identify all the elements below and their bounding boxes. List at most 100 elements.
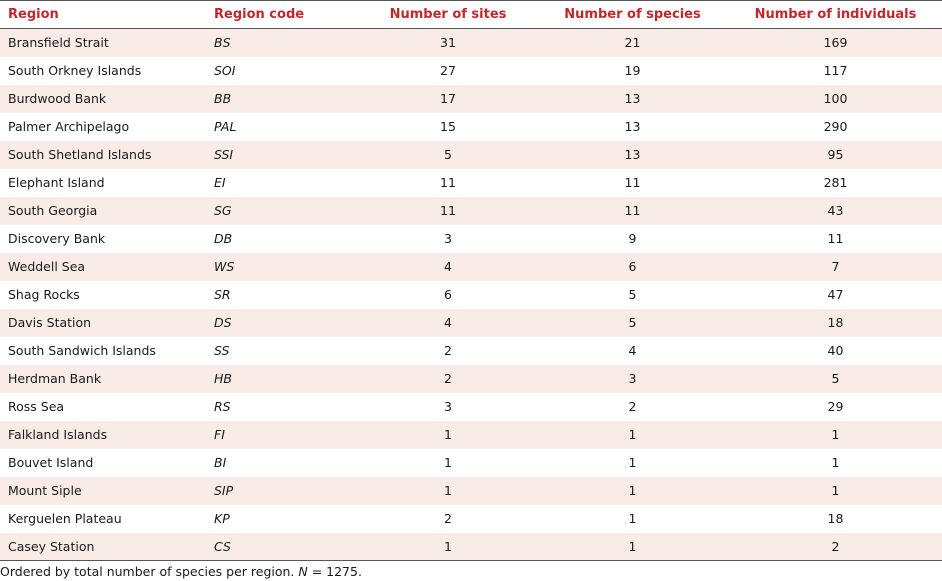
- cell-number-of-species: 5: [628, 315, 637, 330]
- cell-number-of-species: 13: [624, 147, 641, 162]
- regions-table-container: Region Region code Number of sites Numbe…: [0, 0, 942, 561]
- cell-number-of-species: 4: [628, 343, 637, 358]
- footnote-n-symbol: N: [298, 564, 308, 579]
- cell-number-of-species: 3: [628, 371, 637, 386]
- cell-number-of-sites: 11: [440, 175, 456, 190]
- cell-region-code: BB: [214, 91, 232, 106]
- cell-number-of-species: 13: [624, 119, 641, 134]
- cell-number-of-species: 2: [628, 399, 637, 414]
- cell-number-of-sites: 4: [444, 259, 452, 274]
- table-footnote: Ordered by total number of species per r…: [0, 564, 362, 579]
- cell-number-of-sites: 3: [444, 399, 452, 414]
- cell-region: South Georgia: [8, 203, 98, 218]
- cell-number-of-sites: 27: [440, 63, 456, 78]
- cell-region: Ross Sea: [8, 399, 65, 414]
- cell-number-of-sites: 1: [444, 455, 452, 470]
- cell-number-of-sites: 2: [444, 511, 452, 526]
- cell-number-of-individuals: 11: [827, 231, 844, 246]
- table-row: Ross Sea RS 3 2 29: [0, 392, 942, 421]
- cell-number-of-individuals: 2: [831, 538, 840, 554]
- cell-number-of-sites: 3: [444, 231, 452, 246]
- table-row: Shag Rocks SR 6 5 47: [0, 280, 942, 309]
- cell-region: South Orkney Islands: [8, 63, 142, 78]
- cell-region-code: KP: [214, 511, 230, 526]
- table-row: Bransfield Strait BS 31 21 169: [0, 28, 942, 57]
- cell-number-of-individuals: 5: [831, 371, 840, 386]
- cell-number-of-species: 11: [624, 203, 641, 218]
- cell-region: Herdman Bank: [8, 371, 102, 386]
- cell-region: Shag Rocks: [8, 287, 80, 302]
- cell-region-code: EI: [214, 175, 226, 190]
- header-number-of-sites: Number of sites: [389, 7, 507, 22]
- cell-number-of-individuals: 1: [831, 483, 840, 498]
- cell-region-code: PAL: [214, 119, 237, 134]
- cell-region-code: SG: [214, 203, 232, 218]
- cell-region: Bransfield Strait: [8, 35, 109, 51]
- cell-region: Palmer Archipelago: [8, 119, 130, 134]
- cell-region: South Shetland Islands: [8, 147, 152, 162]
- cell-number-of-sites: 2: [444, 343, 452, 358]
- cell-region: South Sandwich Islands: [8, 343, 156, 358]
- cell-number-of-sites: 17: [440, 91, 456, 106]
- cell-region: Kerguelen Plateau: [8, 511, 122, 526]
- cell-region-code: RS: [214, 399, 231, 414]
- cell-region-code: SSI: [214, 147, 234, 162]
- header-number-of-species: Number of species: [564, 7, 701, 22]
- cell-number-of-species: 21: [624, 35, 641, 51]
- cell-region: Mount Siple: [8, 483, 82, 498]
- cell-number-of-species: 6: [628, 259, 637, 274]
- cell-number-of-sites: 1: [444, 483, 452, 498]
- table-row: South Orkney Islands SOI 27 19 117: [0, 56, 942, 85]
- cell-number-of-species: 1: [628, 483, 637, 498]
- cell-number-of-individuals: 281: [823, 175, 848, 190]
- cell-number-of-sites: 15: [440, 119, 456, 134]
- cell-number-of-sites: 11: [440, 203, 456, 218]
- cell-number-of-species: 9: [628, 231, 637, 246]
- cell-number-of-species: 1: [628, 427, 637, 442]
- regions-table: Region Region code Number of sites Numbe…: [0, 0, 942, 561]
- table-row: Herdman Bank HB 2 3 5: [0, 364, 942, 393]
- table-row: Bouvet Island BI 1 1 1: [0, 448, 942, 477]
- table-row: Casey Station CS 1 1 2: [0, 532, 942, 561]
- cell-number-of-individuals: 117: [823, 63, 848, 78]
- cell-number-of-individuals: 47: [827, 287, 844, 302]
- cell-number-of-individuals: 7: [831, 259, 840, 274]
- table-row: Falkland Islands FI 1 1 1: [0, 420, 942, 449]
- cell-number-of-individuals: 100: [823, 91, 848, 106]
- cell-number-of-individuals: 40: [827, 343, 844, 358]
- cell-region: Elephant Island: [8, 175, 105, 190]
- cell-number-of-species: 19: [624, 63, 641, 78]
- cell-number-of-individuals: 18: [827, 511, 844, 526]
- cell-number-of-species: 1: [628, 455, 637, 470]
- table-row: Weddell Sea WS 4 6 7: [0, 252, 942, 281]
- cell-region-code: SR: [214, 287, 231, 302]
- cell-region-code: FI: [214, 427, 225, 442]
- cell-number-of-individuals: 18: [827, 315, 844, 330]
- cell-number-of-sites: 31: [440, 35, 456, 51]
- cell-number-of-individuals: 43: [827, 203, 844, 218]
- cell-number-of-individuals: 1: [831, 455, 840, 470]
- cell-region: Discovery Bank: [8, 231, 106, 246]
- cell-number-of-individuals: 95: [827, 147, 844, 162]
- cell-number-of-species: 11: [624, 175, 641, 190]
- cell-number-of-sites: 6: [444, 287, 452, 302]
- cell-number-of-sites: 2: [444, 371, 452, 386]
- table-body: Bransfield Strait BS 31 21 169 South Orkney I…: [0, 28, 942, 561]
- cell-region-code: SIP: [214, 483, 234, 498]
- cell-region: Falkland Islands: [8, 427, 108, 442]
- cell-region: Weddell Sea: [8, 259, 86, 274]
- cell-region: Burdwood Bank: [8, 91, 107, 106]
- cell-number-of-species: 1: [628, 511, 637, 526]
- table-row: Discovery Bank DB 3 9 11: [0, 224, 942, 253]
- table-row: Burdwood Bank BB 17 13 100: [0, 84, 942, 113]
- cell-region-code: SOI: [214, 63, 236, 78]
- table-row: Davis Station DS 4 5 18: [0, 308, 942, 337]
- footnote-text: Ordered by total number of species per r…: [0, 564, 299, 579]
- cell-number-of-sites: 1: [444, 538, 452, 554]
- cell-region-code: CS: [214, 538, 231, 554]
- cell-number-of-sites: 1: [444, 427, 452, 442]
- table-row: Palmer Archipelago PAL 15 13 290: [0, 112, 942, 141]
- table-row: Kerguelen Plateau KP 2 1 18: [0, 504, 942, 533]
- cell-region-code: BI: [214, 455, 227, 470]
- table-row: South Georgia SG 11 11 43: [0, 196, 942, 225]
